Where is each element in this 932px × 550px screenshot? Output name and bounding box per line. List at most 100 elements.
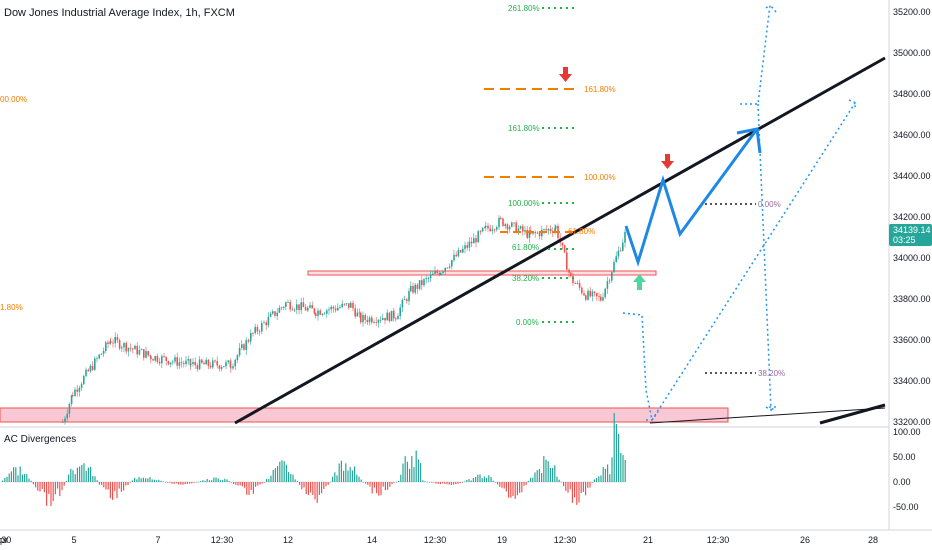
indicator-bar (554, 465, 556, 482)
indicator-bar (112, 482, 114, 500)
indicator-histogram (2, 413, 626, 506)
countdown-value: 03:25 (893, 235, 916, 245)
indicator-tick-label: 0.00 (893, 477, 911, 487)
candle-body (470, 241, 473, 244)
candle-body (91, 365, 94, 370)
candle-body (180, 362, 183, 364)
indicator-bar (312, 482, 314, 495)
indicator-bar (292, 474, 294, 482)
indicator-bar (274, 468, 276, 482)
indicator-bar (596, 478, 598, 482)
candle-body (401, 299, 404, 308)
indicator-bar (545, 459, 547, 482)
indicator-bar (96, 480, 98, 482)
candle-body (358, 312, 361, 314)
candle-body (247, 340, 250, 342)
candle-body (236, 355, 239, 360)
candle-body (172, 361, 174, 363)
indicator-bar (475, 477, 477, 482)
indicator-bar (541, 473, 543, 482)
candle-body (72, 395, 74, 397)
candle-body (596, 293, 598, 297)
indicator-bar (83, 463, 85, 482)
indicator-bar (600, 475, 602, 482)
indicator-bar (213, 477, 215, 482)
indicator-bar (252, 482, 254, 494)
candle-body (220, 367, 223, 369)
indicator-bar (184, 482, 186, 485)
indicator-bar (26, 474, 28, 482)
candle-body (214, 360, 216, 362)
price-tick-label: 34600.00 (893, 130, 931, 140)
indicator-bar (349, 467, 351, 482)
indicator-bar (472, 478, 474, 482)
candle-body (196, 365, 199, 370)
candle-body (440, 272, 442, 275)
candle-body (566, 252, 568, 270)
indicator-bar (435, 482, 437, 484)
candle-body (272, 311, 274, 314)
fib-orange-label-618: 61.80% (568, 227, 595, 236)
indicator-bar (367, 482, 369, 485)
candle-body (481, 227, 484, 232)
candle-body (432, 273, 434, 275)
indicator-bar (200, 480, 202, 482)
indicator-bar (116, 482, 118, 499)
candle-body (502, 218, 504, 227)
indicator-bar (547, 461, 549, 482)
indicator-bar (259, 482, 261, 485)
indicator-bar (118, 482, 120, 489)
indicator-bar (609, 474, 611, 482)
indicator-bar (519, 482, 521, 493)
candle-body (185, 360, 187, 365)
candle-body (163, 356, 165, 358)
candle-body (138, 350, 141, 355)
fib-label-382: 38.20% (512, 274, 539, 283)
indicator-bar (28, 478, 30, 482)
candle-body (442, 271, 444, 273)
indicator-bar (294, 479, 296, 482)
indicator-bar (424, 481, 426, 482)
candle-body (477, 231, 479, 243)
candle-body (350, 302, 352, 308)
indicator-bar (52, 482, 54, 502)
candle-body (341, 303, 343, 308)
candle-body (323, 313, 326, 315)
indicator-bar (464, 481, 466, 483)
candle-body (464, 245, 466, 249)
candle-body (364, 315, 366, 320)
indicator-bar (481, 478, 483, 482)
fib-label-1618: 161.80% (508, 124, 540, 133)
indicator-bar (571, 482, 573, 503)
indicator-bar (140, 478, 142, 482)
indicator-bar (402, 463, 404, 482)
indicator-bar (114, 482, 116, 492)
indicator-bar (211, 480, 213, 482)
indicator-bar (567, 482, 569, 493)
indicator-bar (503, 482, 505, 489)
candle-body (229, 360, 232, 368)
indicator-bar (453, 482, 455, 485)
indicator-bar (13, 467, 15, 482)
candle-body (265, 322, 267, 326)
candle-body (140, 349, 143, 351)
candle-body (583, 293, 585, 296)
candle-body (149, 355, 152, 357)
candle-body (254, 327, 256, 333)
candle-body (604, 288, 606, 298)
candle-body (287, 302, 289, 303)
candle-body (534, 232, 536, 234)
indicator-bar (426, 481, 428, 483)
indicator-bar (37, 482, 39, 491)
indicator-bar (378, 482, 380, 496)
candle-body (362, 315, 364, 323)
indicator-bar (398, 480, 400, 482)
candle-body (145, 351, 147, 358)
candle-body (150, 356, 152, 360)
indicator-bar (354, 466, 356, 482)
indicator-bar (406, 461, 408, 482)
indicator-bar (226, 479, 228, 482)
fib-purple-label-382: 38.20% (758, 369, 785, 378)
candle-body (377, 320, 380, 323)
